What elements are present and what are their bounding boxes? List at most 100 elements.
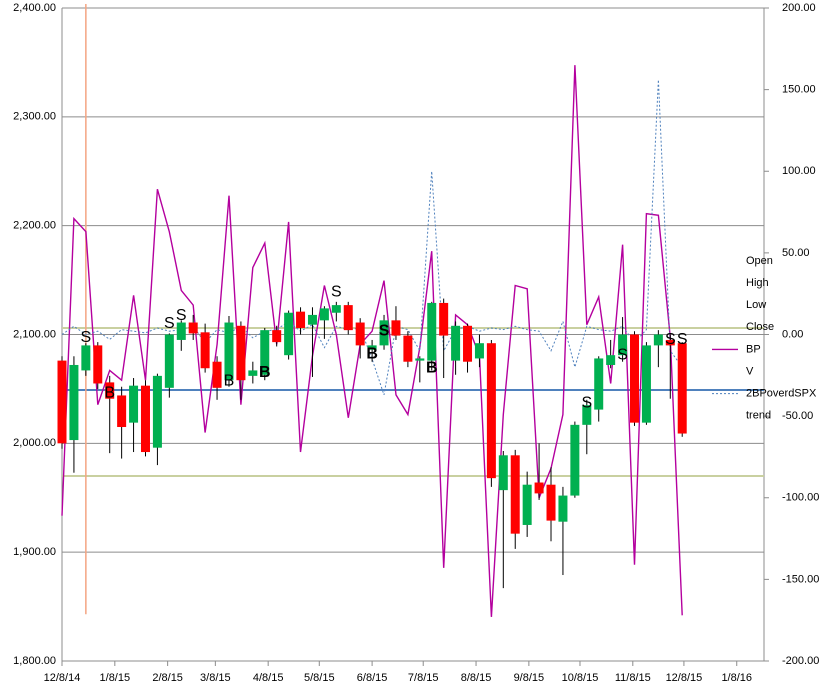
annotation: S xyxy=(331,283,342,300)
candle-body xyxy=(403,335,413,362)
candle-body xyxy=(522,484,532,525)
candle-body xyxy=(439,302,449,336)
candle-body xyxy=(653,334,663,346)
candle-body xyxy=(474,343,484,359)
candle-body xyxy=(415,358,425,361)
legend-label: trend xyxy=(746,410,771,422)
candle-body xyxy=(618,334,628,356)
annotation: S xyxy=(176,307,187,324)
y2-tick-label: -100.00 xyxy=(782,492,819,504)
x-tick-label: 3/8/15 xyxy=(200,672,231,684)
candle-body xyxy=(224,322,234,381)
candle-body xyxy=(248,370,258,376)
candle-body xyxy=(284,312,294,356)
candle-body xyxy=(152,375,162,448)
legend-label: Close xyxy=(746,321,774,333)
annotation: B xyxy=(366,345,378,362)
y-tick-label: 2,300.00 xyxy=(13,111,56,123)
annotation: B xyxy=(426,359,438,376)
candle-body xyxy=(129,385,139,423)
x-tick-label: 8/8/15 xyxy=(461,672,492,684)
candle-body xyxy=(391,320,401,336)
x-tick-label: 11/8/15 xyxy=(615,672,651,684)
legend-label: 2BPoverdSPX xyxy=(746,388,817,400)
x-tick-label: 5/8/15 xyxy=(304,672,335,684)
candle-body xyxy=(81,345,91,371)
annotation: B xyxy=(104,384,115,401)
annotation: S xyxy=(81,329,92,346)
candle-body xyxy=(105,382,115,399)
candle-body xyxy=(486,343,496,479)
x-tick-label: 6/8/15 xyxy=(357,672,388,684)
y-tick-label: 2,100.00 xyxy=(13,328,56,340)
annotation: S xyxy=(164,315,175,332)
annotation: S xyxy=(677,331,688,348)
candle-body xyxy=(319,308,329,321)
y-tick-label: 2,000.00 xyxy=(13,437,56,449)
candle-body xyxy=(451,325,461,361)
x-tick-label: 9/8/15 xyxy=(514,672,545,684)
candle-body xyxy=(140,385,150,453)
y2-tick-label: -150.00 xyxy=(782,573,819,585)
annotation: S xyxy=(617,346,628,363)
x-tick-label: 7/8/15 xyxy=(408,672,439,684)
candle-body xyxy=(498,455,508,491)
legend-label: Low xyxy=(746,299,766,311)
y-tick-label: 2,200.00 xyxy=(13,220,56,232)
x-tick-label: 10/8/15 xyxy=(562,672,599,684)
candle-body xyxy=(606,355,616,365)
candle-body xyxy=(463,325,473,362)
candle-body xyxy=(57,360,67,444)
legend-label: BP xyxy=(746,343,761,355)
candle-body xyxy=(272,330,282,343)
series-line xyxy=(61,79,683,396)
legend-label: High xyxy=(746,277,769,289)
candle-body xyxy=(665,339,675,346)
x-tick-label: 1/8/15 xyxy=(100,672,131,684)
candle-body xyxy=(117,395,127,428)
y2-tick-label: 50.00 xyxy=(782,247,810,259)
candle-body xyxy=(546,484,556,521)
annotation: B xyxy=(259,364,271,381)
candle-body xyxy=(176,322,186,340)
candle-body xyxy=(307,314,317,325)
x-tick-label: 2/8/15 xyxy=(152,672,183,684)
candle-body xyxy=(379,320,389,346)
candle-body xyxy=(558,495,568,522)
candle-body xyxy=(594,358,604,410)
candle-body xyxy=(236,325,246,381)
candle-body xyxy=(164,334,174,388)
candle-body xyxy=(93,345,103,384)
annotation: B xyxy=(224,373,235,390)
y2-tick-label: 0.00 xyxy=(782,328,803,340)
y2-tick-label: 100.00 xyxy=(782,165,816,177)
candle-body xyxy=(427,302,437,361)
candle-body xyxy=(534,482,544,494)
y2-tick-label: 150.00 xyxy=(782,84,816,96)
y2-tick-label: -200.00 xyxy=(782,655,819,667)
candle-body xyxy=(641,345,651,423)
candle-body xyxy=(677,343,687,434)
candle-body xyxy=(69,364,79,441)
x-tick-label: 1/8/16 xyxy=(721,672,752,684)
candle-body xyxy=(343,305,353,331)
legend-label: V xyxy=(746,365,754,377)
candle-body xyxy=(200,332,210,369)
series-line xyxy=(61,65,683,617)
annotation: S xyxy=(379,322,390,339)
y-tick-label: 1,800.00 xyxy=(13,655,56,667)
candle-body xyxy=(582,405,592,425)
x-tick-label: 12/8/15 xyxy=(666,672,703,684)
candle-body xyxy=(570,424,580,496)
annotation: S xyxy=(665,331,676,348)
candle-body xyxy=(355,322,365,346)
y-tick-label: 2,400.00 xyxy=(13,2,56,14)
x-tick-label: 4/8/15 xyxy=(253,672,284,684)
candle-body xyxy=(510,455,520,534)
annotation: S xyxy=(581,394,592,411)
candle-body xyxy=(212,361,222,388)
candle-body xyxy=(188,322,198,334)
candle-body xyxy=(630,334,640,423)
candle-body xyxy=(296,311,306,328)
